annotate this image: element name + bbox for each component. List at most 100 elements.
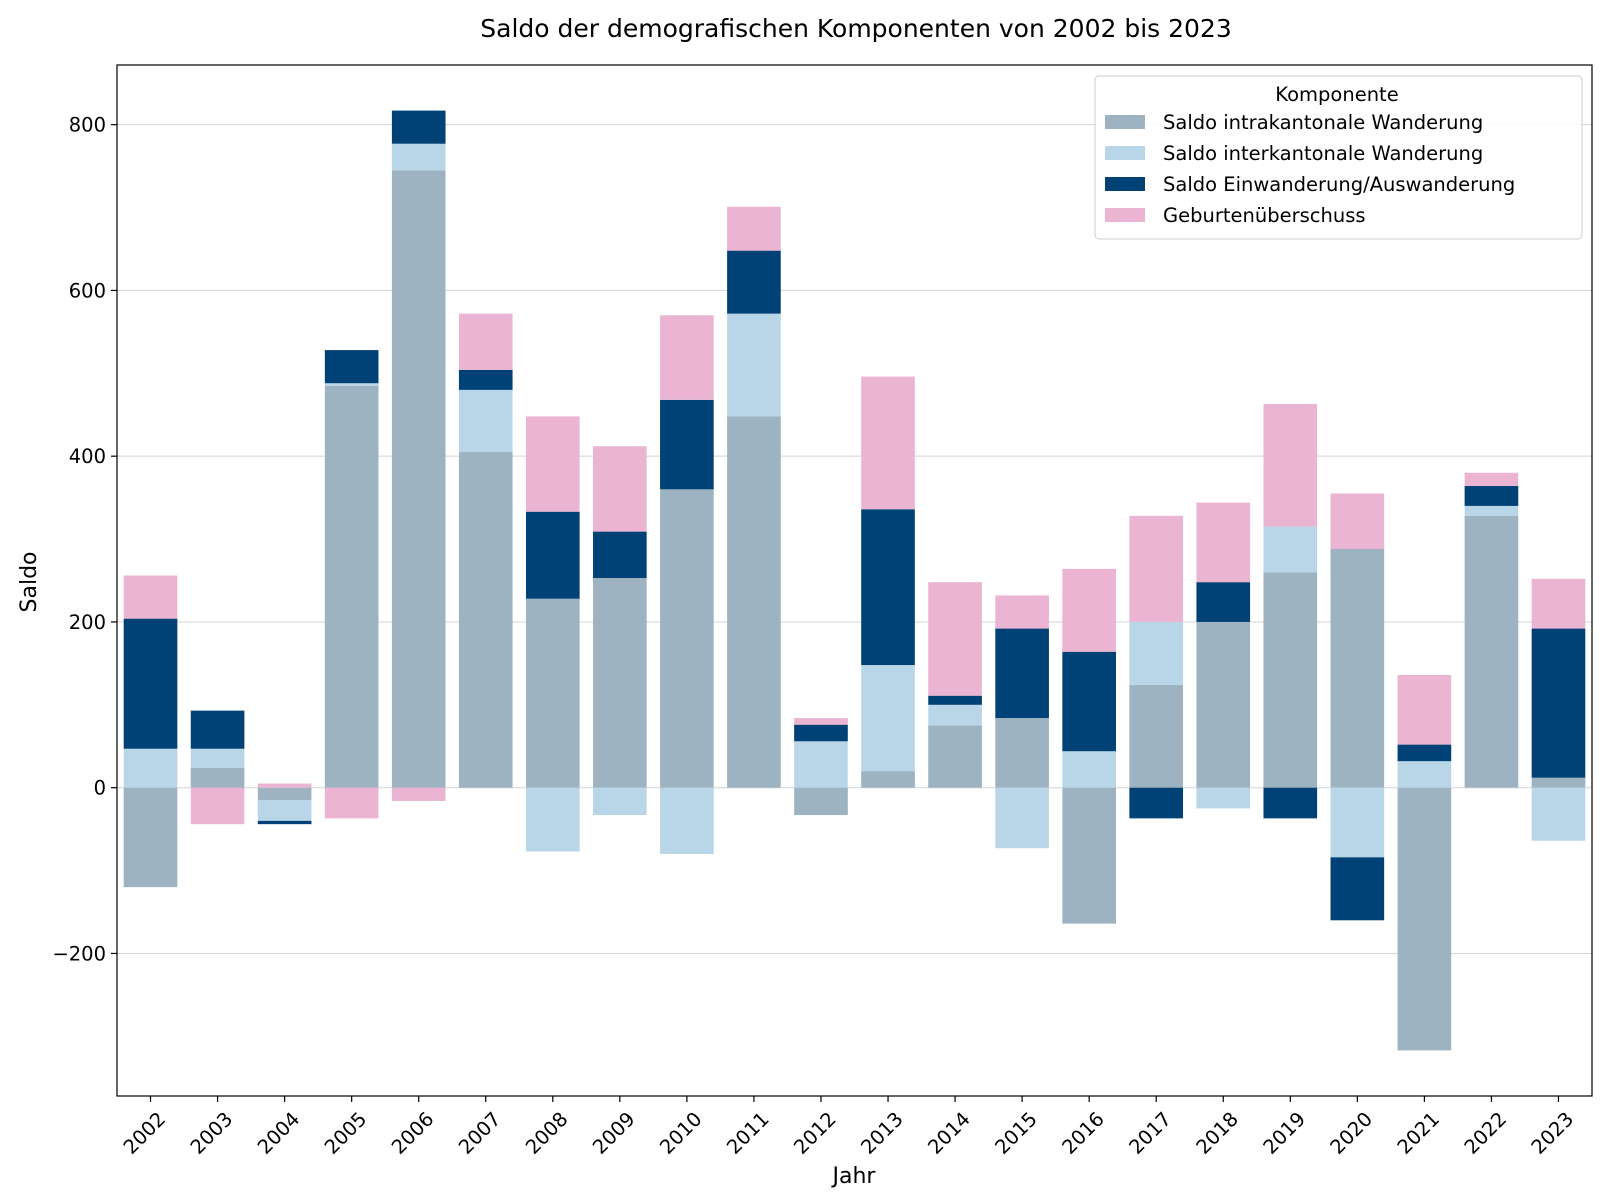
bar-2018-series-3 bbox=[1196, 502, 1251, 583]
legend-title: Komponente bbox=[1275, 83, 1398, 106]
bar-2023-series-3 bbox=[1531, 578, 1586, 629]
bar-2014-series-0 bbox=[928, 725, 982, 788]
x-tick-label: 2008 bbox=[521, 1107, 572, 1158]
bar-2016-series-0 bbox=[1062, 787, 1116, 924]
bar-2007-series-3 bbox=[458, 313, 513, 370]
bar-2009-series-2 bbox=[593, 531, 647, 579]
bar-2004-series-0 bbox=[257, 787, 312, 801]
x-tick-label: 2005 bbox=[320, 1107, 371, 1158]
bar-2021-series-3 bbox=[1397, 674, 1452, 745]
legend-box bbox=[1094, 75, 1583, 240]
x-tick-label: 2023 bbox=[1527, 1107, 1578, 1158]
bar-2019-series-1 bbox=[1263, 526, 1318, 573]
plot-frame bbox=[116, 64, 1593, 1097]
bar-2004-series-1 bbox=[257, 800, 312, 821]
y-axis: −200 0 200 400 600 800 bbox=[52, 114, 117, 965]
bar-2017-series-0 bbox=[1129, 684, 1184, 788]
x-tick-label: 2015 bbox=[990, 1107, 1041, 1158]
bar-2005-series-3 bbox=[324, 787, 379, 819]
x-tick-label: 2017 bbox=[1125, 1107, 1176, 1158]
bar-2022-series-3 bbox=[1464, 472, 1519, 487]
bar-2015-series-0 bbox=[995, 718, 1049, 788]
y-tick-label: 800 bbox=[69, 114, 106, 137]
x-tick-label: 2018 bbox=[1192, 1107, 1243, 1158]
bar-2016-series-1 bbox=[1062, 751, 1116, 788]
bar-2005-series-2 bbox=[324, 350, 379, 384]
bar-2004-series-3 bbox=[257, 783, 312, 788]
bar-2017-series-3 bbox=[1129, 515, 1184, 622]
legend-swatch bbox=[1105, 208, 1145, 222]
x-tick-label: 2021 bbox=[1393, 1107, 1444, 1158]
bar-2011-series-3 bbox=[727, 206, 781, 251]
x-tick-label: 2002 bbox=[119, 1107, 170, 1158]
bar-2013-series-0 bbox=[861, 771, 915, 788]
bar-2011-series-2 bbox=[727, 250, 781, 314]
y-tick-label: 0 bbox=[94, 777, 106, 800]
bar-2016-series-2 bbox=[1062, 651, 1116, 752]
legend-swatch bbox=[1105, 115, 1145, 129]
bar-2004-series-2 bbox=[257, 820, 312, 825]
bar-2010-series-1 bbox=[660, 787, 714, 854]
bar-2017-series-1 bbox=[1129, 621, 1184, 685]
bar-2002-series-1 bbox=[123, 748, 178, 788]
bar-2002-series-0 bbox=[123, 787, 178, 888]
bar-2008-series-2 bbox=[525, 511, 580, 599]
bar-2012-series-2 bbox=[794, 724, 848, 742]
bar-2011-series-0 bbox=[727, 416, 781, 788]
y-tick-label: 400 bbox=[69, 445, 106, 468]
bar-2021-series-2 bbox=[1397, 744, 1452, 762]
bar-2005-series-0 bbox=[324, 385, 379, 788]
bar-2008-series-3 bbox=[525, 416, 580, 512]
x-tick-label: 2016 bbox=[1058, 1107, 1109, 1158]
bar-2007-series-1 bbox=[458, 389, 513, 453]
x-tick-label: 2003 bbox=[186, 1107, 237, 1158]
bar-2012-series-0 bbox=[794, 787, 848, 816]
bar-2010-series-3 bbox=[660, 315, 714, 400]
bar-2017-series-2 bbox=[1129, 787, 1184, 819]
x-tick-label: 2010 bbox=[655, 1107, 706, 1158]
legend-swatch bbox=[1105, 146, 1145, 160]
bar-2014-series-2 bbox=[928, 695, 982, 705]
bar-2023-series-2 bbox=[1531, 628, 1586, 778]
bar-2014-series-3 bbox=[928, 582, 982, 696]
y-tick-label: 200 bbox=[69, 611, 106, 634]
bar-2021-series-0 bbox=[1397, 787, 1452, 1051]
x-tick-label: 2009 bbox=[588, 1107, 639, 1158]
bar-2014-series-1 bbox=[928, 704, 982, 726]
bar-2023-series-0 bbox=[1531, 777, 1586, 788]
bar-2015-series-3 bbox=[995, 595, 1049, 629]
y-tick-label: −200 bbox=[52, 942, 106, 965]
bar-2007-series-2 bbox=[458, 369, 513, 390]
x-tick-label: 2011 bbox=[722, 1107, 773, 1158]
legend-items: Saldo intrakantonale Wanderung Saldo inte… bbox=[1105, 111, 1515, 227]
x-tick-label: 2020 bbox=[1326, 1107, 1377, 1158]
bar-2013-series-3 bbox=[861, 376, 915, 510]
bar-2005-series-1 bbox=[324, 383, 379, 386]
bar-2022-series-1 bbox=[1464, 505, 1519, 516]
bar-2008-series-1 bbox=[525, 787, 580, 852]
legend-label: Geburtenüberschuss bbox=[1163, 204, 1366, 227]
bar-2022-series-0 bbox=[1464, 515, 1519, 788]
legend-label: Saldo Einwanderung/Auswanderung bbox=[1163, 173, 1515, 196]
y-axis-label: Saldo bbox=[17, 552, 42, 613]
bar-2003-series-1 bbox=[190, 748, 245, 768]
bar-2018-series-0 bbox=[1196, 621, 1251, 788]
bar-2020-series-0 bbox=[1330, 549, 1385, 788]
chart-title: Saldo der demografischen Komponenten von… bbox=[480, 14, 1232, 43]
legend-swatch bbox=[1105, 177, 1145, 191]
bar-2013-series-1 bbox=[861, 665, 915, 772]
x-tick-label: 2013 bbox=[856, 1107, 907, 1158]
bar-2023-series-1 bbox=[1531, 787, 1586, 841]
x-tick-label: 2012 bbox=[789, 1107, 840, 1158]
x-axis-label: Jahr bbox=[831, 1164, 877, 1189]
bar-2012-series-3 bbox=[794, 718, 848, 725]
bar-2021-series-1 bbox=[1397, 761, 1452, 788]
bar-2022-series-2 bbox=[1464, 486, 1519, 506]
bar-2009-series-3 bbox=[593, 446, 647, 532]
bar-2006-series-3 bbox=[391, 787, 446, 801]
bar-2003-series-3 bbox=[190, 787, 245, 825]
bar-2009-series-0 bbox=[593, 578, 647, 788]
x-tick-label: 2014 bbox=[923, 1107, 974, 1158]
x-tick-label: 2004 bbox=[253, 1107, 304, 1158]
bar-2015-series-2 bbox=[995, 628, 1049, 719]
